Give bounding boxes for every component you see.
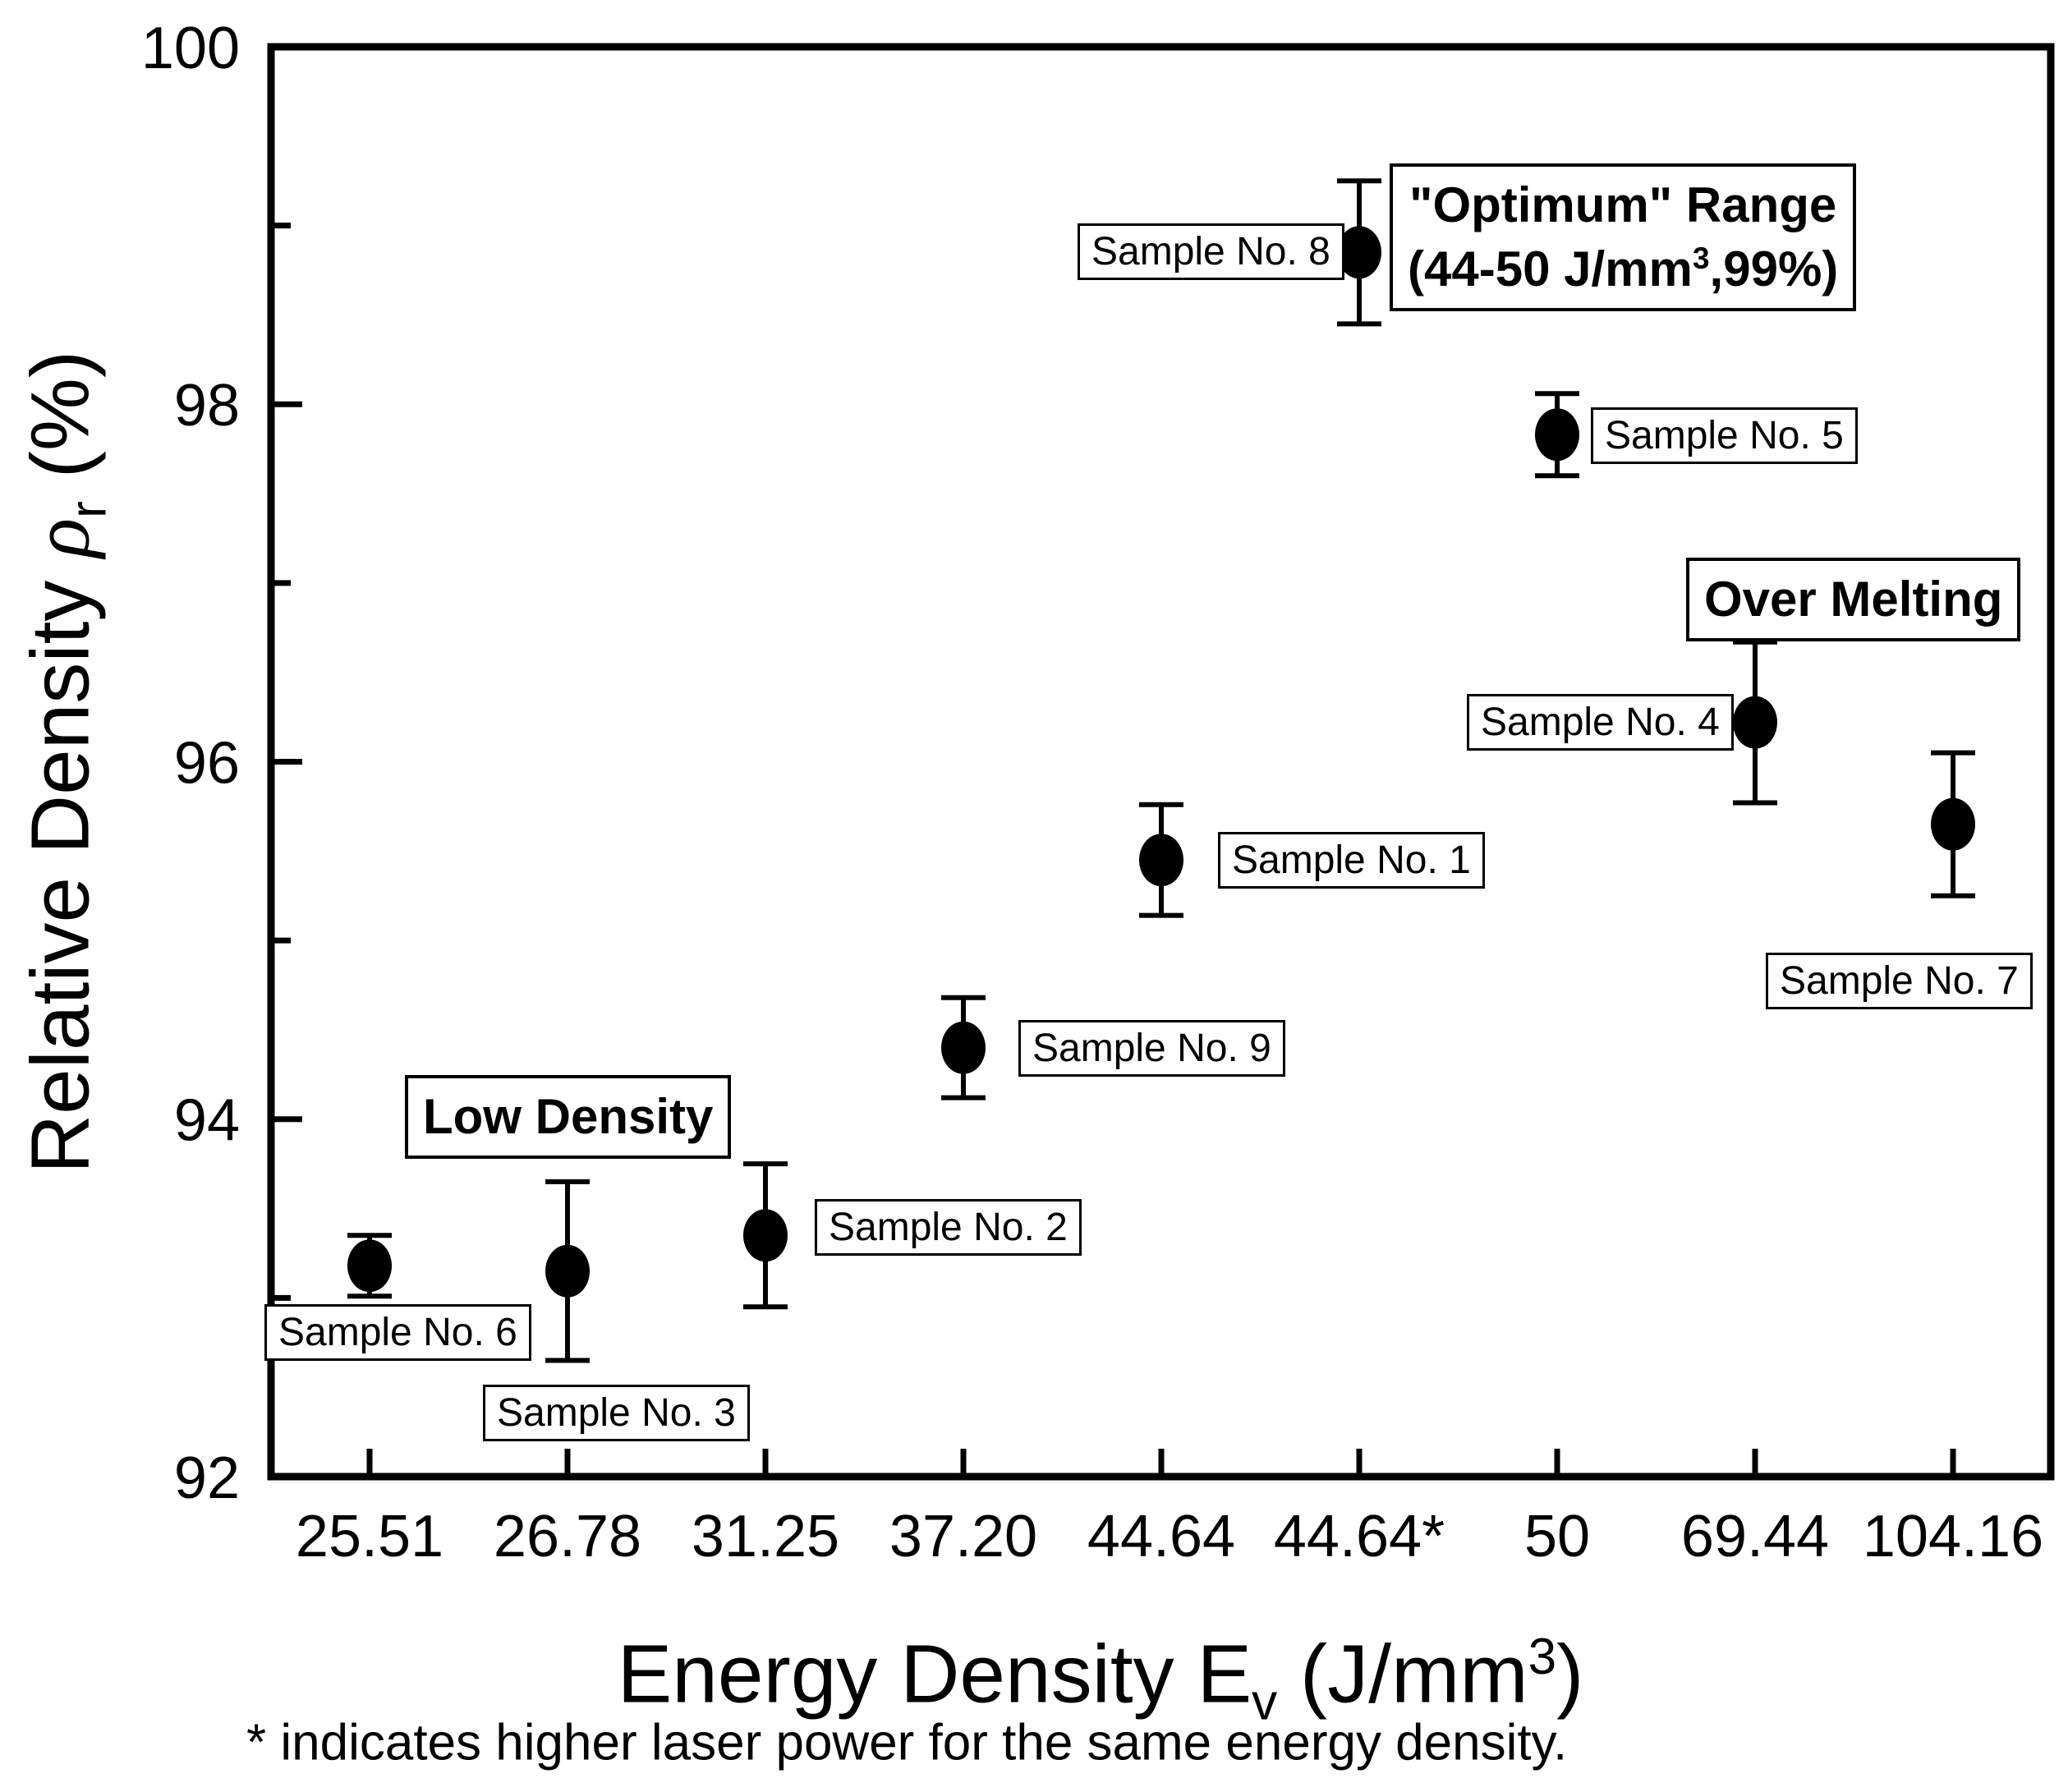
y-axis-title-unit: (%) — [14, 350, 107, 502]
x-axis-title-subscript: v — [1252, 1674, 1278, 1731]
y-axis-title: Relative Density ρr (%) — [14, 351, 118, 1174]
annotation-optimum-range-line1: "Optimum" Range — [1409, 177, 1837, 232]
y-axis-title-text: Relative Density — [14, 557, 107, 1174]
x-tick-label-26-78: 26.78 — [494, 1504, 641, 1569]
annotation-low-density: Low Density — [405, 1075, 732, 1159]
data-point-sample-no-5 — [1535, 408, 1579, 462]
x-axis-title-unit: (J/mm — [1277, 1628, 1528, 1721]
point-label-sample-no-9: Sample No. 9 — [1018, 1020, 1285, 1077]
x-tick-label-44-64: 44.64 — [1087, 1504, 1235, 1569]
x-axis-title-unit-close: ) — [1556, 1628, 1584, 1721]
data-point-sample-no-8 — [1337, 226, 1381, 279]
annotation-optimum-range-line2: (44-50 J/mm3,99%) — [1408, 241, 1839, 296]
y-tick-label-94: 94 — [174, 1088, 240, 1154]
y-axis-title-subscript: r — [60, 501, 117, 518]
y-tick-label-98: 98 — [174, 373, 240, 439]
x-tick-label-44-64: 44.64* — [1274, 1504, 1445, 1569]
point-label-sample-no-1: Sample No. 1 — [1218, 832, 1485, 889]
point-label-sample-no-3: Sample No. 3 — [483, 1385, 750, 1442]
x-axis-title-text: Energy Density E — [617, 1628, 1252, 1721]
point-label-sample-no-6: Sample No. 6 — [264, 1304, 531, 1362]
data-point-sample-no-4 — [1733, 696, 1777, 749]
point-label-sample-no-7: Sample No. 7 — [1766, 953, 2033, 1010]
y-tick-label-96: 96 — [174, 730, 240, 796]
point-label-sample-no-8: Sample No. 8 — [1078, 223, 1344, 281]
data-point-sample-no-3 — [545, 1244, 590, 1298]
data-point-sample-no-7 — [1931, 797, 1975, 851]
footnote: * indicates higher laser power for the s… — [246, 1714, 1568, 1771]
x-axis-title: Energy Density Ev (J/mm3) — [618, 1628, 1584, 1732]
data-point-sample-no-9 — [941, 1021, 986, 1074]
y-tick-label-100: 100 — [141, 16, 240, 81]
annotation-over-melting: Over Melting — [1686, 558, 2021, 641]
x-tick-label-31-25: 31.25 — [692, 1504, 839, 1569]
point-label-sample-no-5: Sample No. 5 — [1591, 407, 1858, 465]
annotation-optimum-range: "Optimum" Range (44-50 J/mm3,99%) — [1390, 163, 1857, 311]
point-label-sample-no-4: Sample No. 4 — [1467, 694, 1734, 751]
data-point-sample-no-1 — [1139, 834, 1183, 887]
x-tick-label-25-51: 25.51 — [296, 1504, 443, 1569]
point-label-sample-no-2: Sample No. 2 — [815, 1199, 1082, 1257]
data-point-sample-no-6 — [347, 1239, 392, 1293]
x-tick-label-104-16: 104.16 — [1863, 1504, 2043, 1569]
x-tick-label-69-44: 69.44 — [1681, 1504, 1829, 1569]
x-tick-label-37-20: 37.20 — [889, 1504, 1037, 1569]
x-axis-title-superscript: 3 — [1528, 1629, 1557, 1686]
y-tick-label-92: 92 — [174, 1445, 240, 1511]
data-point-sample-no-2 — [743, 1209, 788, 1262]
rho-symbol: ρ — [15, 517, 107, 558]
x-tick-label-50: 50 — [1524, 1504, 1590, 1569]
